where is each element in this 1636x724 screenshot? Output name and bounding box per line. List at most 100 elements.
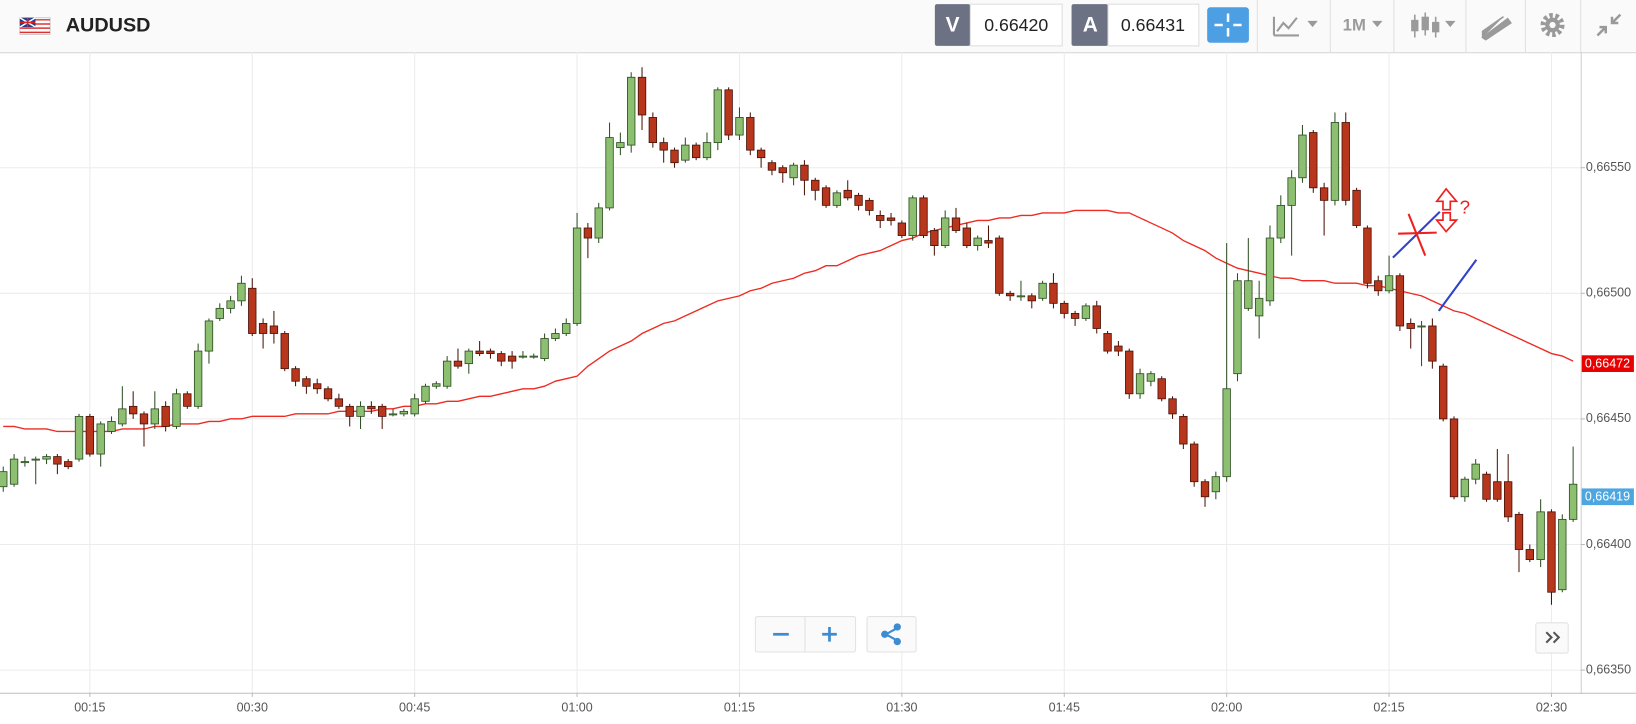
candle-body: [951, 217, 961, 231]
candle-body: [1558, 518, 1567, 591]
candle-body: [1070, 312, 1080, 319]
ma-line: [3, 209, 1574, 433]
candle-body: [1276, 204, 1285, 239]
candle-body: [410, 398, 419, 415]
candle-body: [1482, 473, 1491, 500]
candle-body: [1298, 134, 1307, 179]
candle-body: [1309, 132, 1318, 189]
candle-body: [0, 471, 8, 488]
candle-body: [1081, 305, 1091, 319]
cross-mark: [1398, 213, 1437, 256]
axes: 0,66350 0,66400 0,66450 0,66500 0,66550 00:15…: [74, 160, 1634, 715]
candle-body: [605, 137, 614, 209]
candle-body: [886, 217, 896, 221]
candle-body: [172, 393, 181, 427]
candle-body: [908, 197, 917, 236]
candle-body: [1005, 292, 1015, 297]
candle-body: [1330, 122, 1340, 201]
buy-badge[interactable]: [1071, 4, 1109, 46]
candle-body: [507, 355, 517, 362]
candle-style-button[interactable]: [1411, 12, 1456, 38]
candle-body: [453, 360, 463, 367]
candle-body: [1049, 282, 1058, 304]
candle-body: [1568, 483, 1578, 520]
candle-body: [1027, 295, 1036, 302]
settings-button[interactable]: [1540, 13, 1565, 38]
zoom-in-button[interactable]: [822, 626, 837, 642]
x-tick-label: 01:15: [724, 701, 755, 715]
candle-body: [778, 167, 787, 174]
candle-body: [302, 378, 311, 387]
candle-body: [962, 227, 971, 246]
candle-body: [648, 117, 658, 144]
candle-body: [248, 287, 257, 334]
buy-price-box[interactable]: [1107, 3, 1200, 47]
candle-body: [215, 307, 224, 319]
candle-body: [1395, 275, 1405, 327]
candle-body: [1536, 511, 1545, 560]
candle-body: [1363, 227, 1372, 284]
candle-body: [767, 162, 777, 171]
timeframe-button[interactable]: 1M: [1343, 15, 1383, 34]
candle-body: [713, 89, 722, 144]
candle-body: [756, 149, 766, 159]
user-drawings: ?: [1392, 187, 1478, 312]
share-button[interactable]: [866, 616, 917, 653]
candle-body: [551, 333, 560, 339]
candle-body: [930, 230, 939, 246]
collapse-button[interactable]: [1596, 13, 1622, 37]
x-tick-label: 01:45: [1049, 701, 1080, 715]
candle-body: [1406, 323, 1415, 329]
chart-type-button[interactable]: [1272, 16, 1318, 37]
candle-body: [464, 350, 473, 365]
candle-body: [1125, 350, 1134, 395]
candle-body: [421, 385, 430, 402]
candle-body: [562, 323, 571, 334]
candle-body: [724, 89, 733, 136]
drawing-tools-button[interactable]: [1481, 16, 1512, 41]
candle-body: [486, 350, 495, 355]
y-tick-label: 0,66550: [1586, 160, 1631, 174]
toolbar: [0, 0, 1636, 53]
candle-body: [995, 237, 1004, 294]
sell-label: V: [946, 14, 960, 37]
candle-body: [1287, 177, 1296, 206]
candle-body: [919, 197, 928, 236]
trend-line: [1437, 259, 1478, 312]
candle-body: [1319, 187, 1329, 201]
candle-body: [811, 179, 820, 191]
candle-body: [1244, 280, 1253, 309]
candle-body: [627, 76, 636, 146]
sell-price: 0.66420: [984, 15, 1048, 35]
candle-body: [518, 355, 528, 358]
sell-badge[interactable]: [934, 4, 971, 46]
candle-body: [1352, 189, 1361, 226]
candle-body: [843, 189, 852, 199]
candle-body: [1211, 476, 1221, 493]
x-tick-label: 02:30: [1536, 701, 1567, 715]
candle-body: [1503, 481, 1513, 518]
candle-body: [1168, 398, 1177, 415]
candle-body: [1038, 282, 1047, 299]
scroll-end-button[interactable]: [1535, 622, 1569, 654]
candle-body: [139, 413, 149, 425]
candle-body: [659, 142, 668, 151]
candle-body: [237, 282, 246, 302]
candle-body: [1200, 481, 1210, 498]
sell-price-box[interactable]: [969, 3, 1063, 47]
candle-body: [1471, 463, 1480, 480]
crosshair-button[interactable]: [1207, 7, 1249, 43]
candle-body: [193, 350, 203, 407]
candle-body: [1254, 297, 1264, 317]
candle-body: [1417, 325, 1426, 328]
candle-body: [1514, 513, 1524, 550]
candle-body: [31, 458, 40, 461]
question-mark: ?: [1460, 197, 1470, 218]
candle-body: [118, 408, 127, 425]
candle-body: [681, 144, 690, 161]
x-tick-label: 01:00: [561, 701, 592, 715]
candle-body: [529, 355, 538, 358]
price-tag: [1581, 355, 1634, 372]
